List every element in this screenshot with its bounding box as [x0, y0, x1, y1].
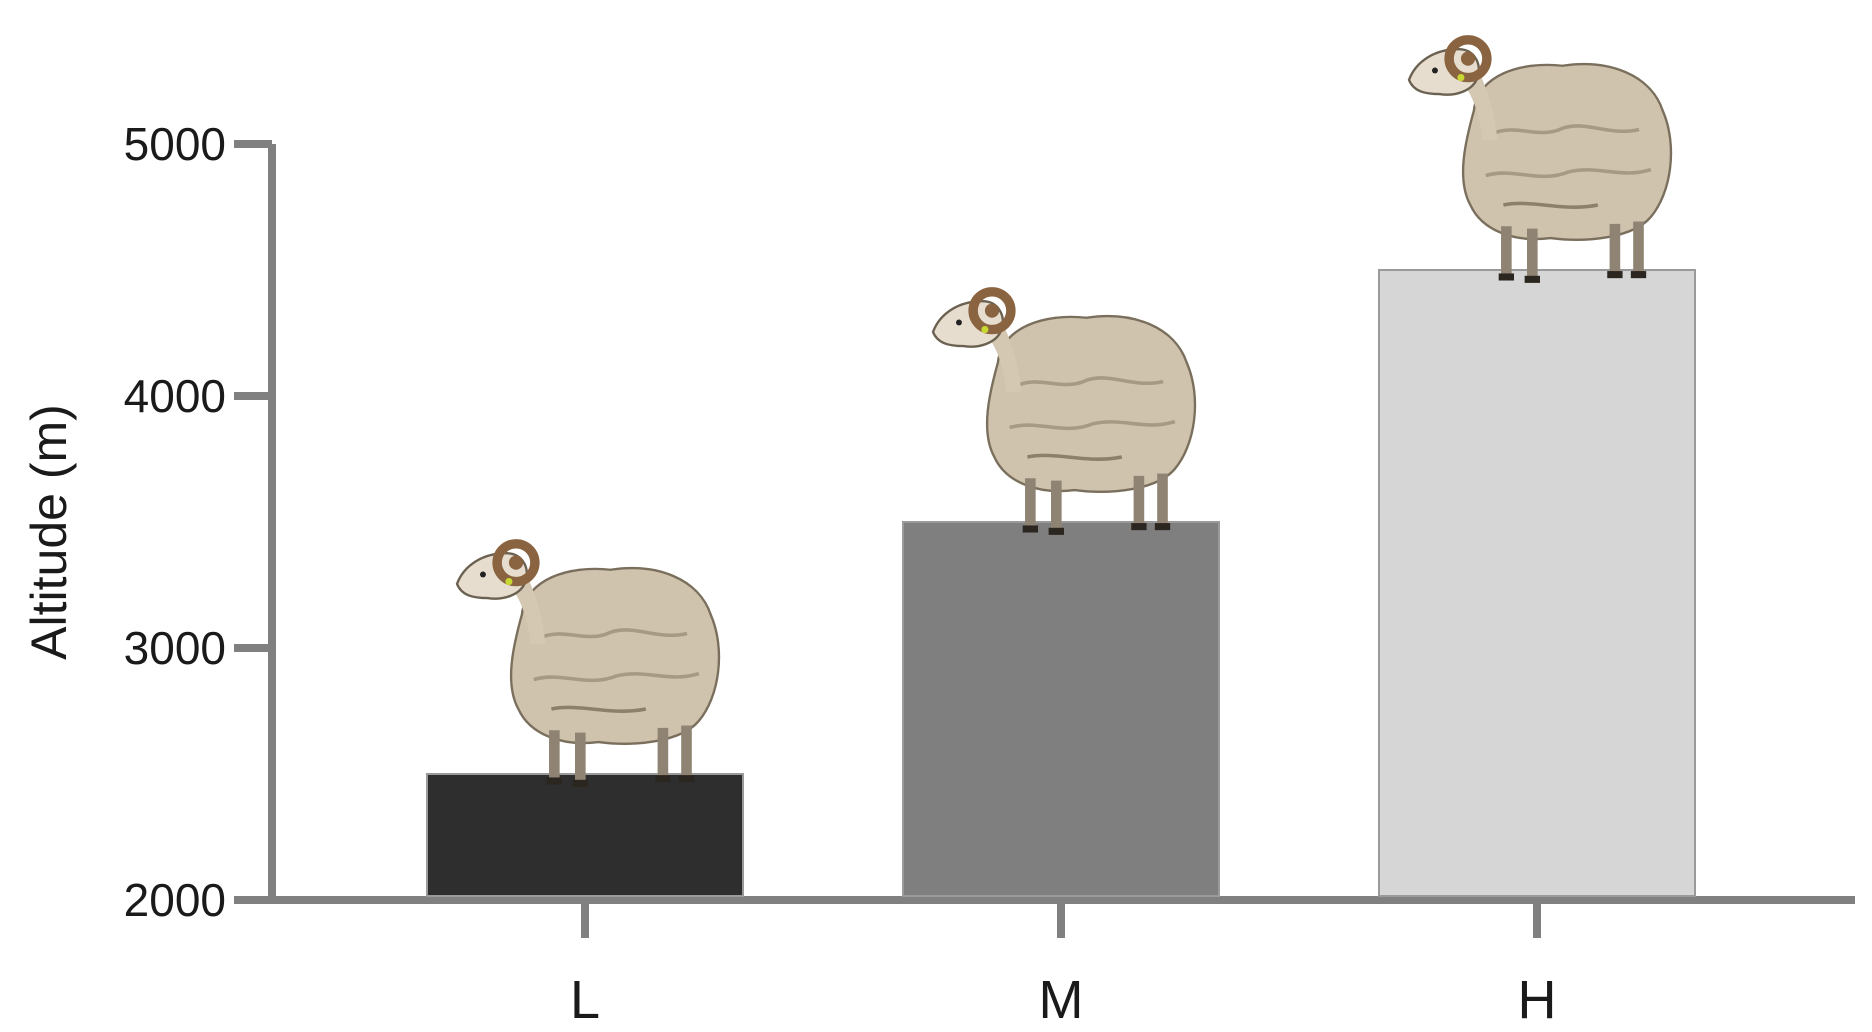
x-tick-label-H: H [1518, 970, 1557, 1030]
sheep-icon [933, 292, 1195, 535]
sheep-icon [1409, 40, 1671, 283]
bar-M [902, 521, 1220, 897]
x-tick-label-M: M [1039, 970, 1084, 1030]
y-tick-label-2: 4000 [124, 370, 226, 422]
y-axis-title: Altitude (m) [21, 404, 77, 660]
bar-L [426, 773, 744, 897]
y-tick-label-0: 2000 [124, 874, 226, 926]
sheep-icon [457, 544, 719, 787]
bar-H [1378, 269, 1696, 897]
y-tick-label-3: 5000 [124, 118, 226, 170]
y-tick-label-1: 3000 [124, 622, 226, 674]
x-tick-label-L: L [570, 970, 600, 1030]
